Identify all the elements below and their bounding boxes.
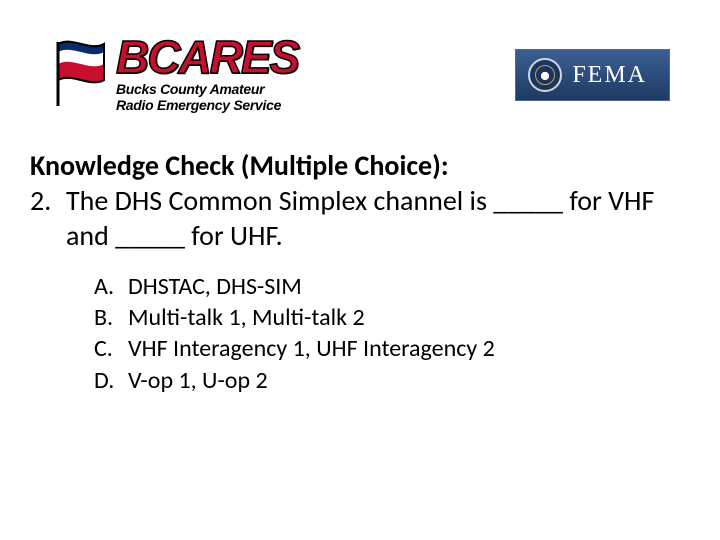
choice-text: V-op 1, U-op 2 (128, 365, 268, 396)
content: Knowledge Check (Multiple Choice): 2. Th… (30, 148, 690, 396)
choice-text: Multi-talk 1, Multi-talk 2 (128, 302, 365, 333)
dhs-seal-icon (528, 58, 562, 92)
fema-badge: FEMA (515, 49, 670, 101)
bcares-subtitle-line2: Radio Emergency Service (116, 98, 298, 112)
choice-c: C. VHF Interagency 1, UHF Interagency 2 (94, 333, 690, 364)
choices-list: A. DHSTAC, DHS-SIM B. Multi-talk 1, Mult… (94, 271, 690, 396)
question: 2. The DHS Common Simplex channel is ___… (30, 183, 690, 253)
fema-label: FEMA (572, 62, 647, 89)
choice-text: DHSTAC, DHS-SIM (128, 271, 302, 302)
choice-letter: C. (94, 333, 128, 364)
slide: BCARES Bucks County Amateur Radio Emerge… (0, 0, 720, 540)
bcares-logo-text: BCARES (116, 34, 298, 80)
bcares-text-block: BCARES Bucks County Amateur Radio Emerge… (116, 38, 298, 112)
choice-letter: A. (94, 271, 128, 302)
bcares-flag-icon (50, 38, 110, 108)
question-text: The DHS Common Simplex channel is _____ … (66, 183, 690, 253)
choice-letter: B. (94, 302, 128, 333)
choice-d: D. V-op 1, U-op 2 (94, 365, 690, 396)
choice-b: B. Multi-talk 1, Multi-talk 2 (94, 302, 690, 333)
choice-a: A. DHSTAC, DHS-SIM (94, 271, 690, 302)
choice-letter: D. (94, 365, 128, 396)
heading: Knowledge Check (Multiple Choice): (30, 148, 690, 183)
bcares-subtitle-line1: Bucks County Amateur (116, 82, 298, 96)
header: BCARES Bucks County Amateur Radio Emerge… (50, 20, 670, 130)
bcares-logo: BCARES Bucks County Amateur Radio Emerge… (50, 38, 298, 112)
choice-text: VHF Interagency 1, UHF Interagency 2 (128, 333, 495, 364)
question-number: 2. (30, 183, 66, 253)
